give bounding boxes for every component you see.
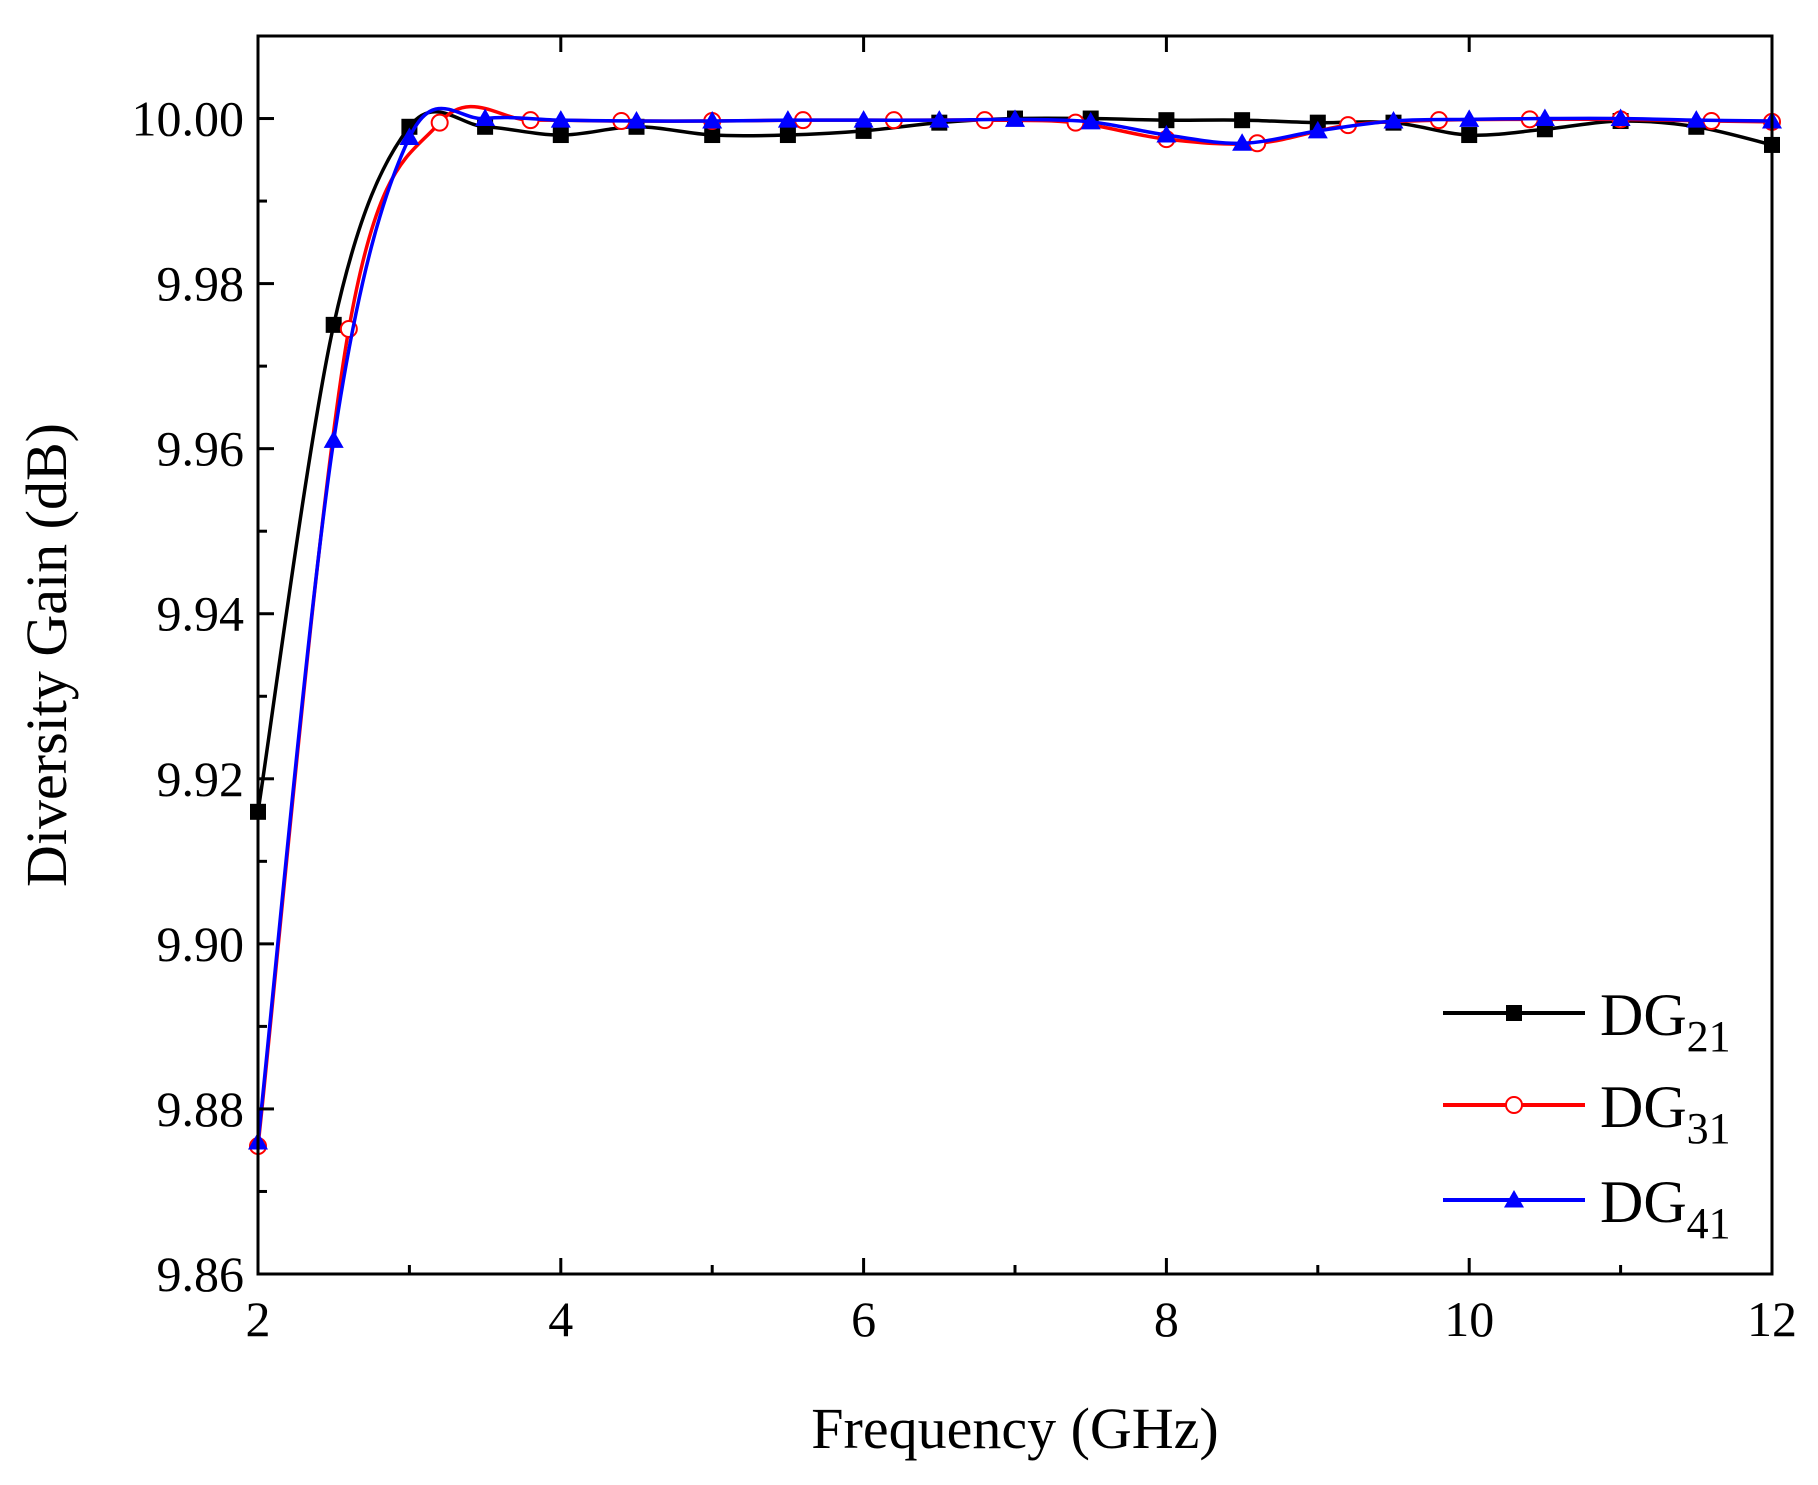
series-dg41-point [550, 110, 571, 128]
series-dg41-line [256, 106, 1773, 1143]
series-dg21-point [704, 127, 721, 144]
series-dg41-point [1383, 111, 1404, 129]
y-tick-label: 9.96 [157, 421, 245, 477]
series-dg41-point [777, 110, 798, 128]
legend-dg31: DG31 [1443, 1074, 1731, 1153]
y-tick-label: 9.90 [157, 916, 245, 972]
legend-dg41: DG41 [1443, 1169, 1731, 1248]
y-tick-label: 9.94 [157, 586, 245, 642]
legend-dg41-marker [1504, 1190, 1524, 1208]
series-dg41-point [399, 127, 420, 146]
series-dg21-point [552, 127, 569, 144]
legend-dg21: DG21 [1443, 982, 1731, 1061]
legend-dg31-label: DG31 [1600, 1074, 1731, 1153]
series-dg21-point [1461, 127, 1478, 144]
y-tick-label: 10.00 [132, 91, 245, 147]
y-tick-label: 9.88 [157, 1081, 245, 1137]
legend-dg21-marker [1506, 1005, 1522, 1021]
series-dg41-point [626, 111, 647, 129]
y-tick-label: 9.86 [157, 1246, 245, 1302]
series-dg41-point [1307, 120, 1328, 139]
legend-dg31-label-subscript: 31 [1687, 1104, 1731, 1153]
x-tick-label: 8 [1154, 1291, 1179, 1347]
x-axis: 2 4 6 8 10 12 [246, 36, 1797, 1347]
x-axis-label: Frequency (GHz) [811, 1396, 1218, 1461]
series-dg21-point [325, 316, 342, 333]
series-layer [248, 104, 1782, 1156]
series-dg21-point [1234, 112, 1251, 129]
series-dg41-point [853, 110, 874, 128]
y-axis: 9.86 9.88 9.90 9.92 9.94 9.96 9.98 10.00 [132, 91, 274, 1302]
series-dg41-point [929, 110, 950, 128]
legend-dg21-label-base: DG [1600, 982, 1687, 1048]
legend-dg41-label-subscript: 41 [1687, 1199, 1731, 1248]
y-tick-label: 9.92 [157, 751, 245, 807]
series-dg21-point [1158, 112, 1175, 129]
series-dg41-point [1156, 125, 1177, 143]
series-dg41-point [475, 108, 496, 127]
x-tick-label: 6 [851, 1291, 876, 1347]
y-tick-label: 9.98 [157, 256, 245, 312]
legend-dg21-label-subscript: 21 [1687, 1012, 1731, 1061]
series-dg41-point [1534, 108, 1555, 127]
series-dg41-point [1686, 110, 1707, 128]
series-dg31-point [430, 113, 449, 132]
legend-dg31-marker [1505, 1096, 1523, 1114]
series-dg41-point [1005, 109, 1025, 127]
x-tick-label: 12 [1747, 1291, 1797, 1347]
legend-dg41-label-base: DG [1600, 1169, 1687, 1235]
series-dg41-point [1232, 133, 1253, 151]
legend-dg41-label: DG41 [1600, 1169, 1731, 1248]
series-dg41-point [1080, 111, 1101, 130]
legend-dg31-label-base: DG [1600, 1074, 1687, 1140]
x-tick-label: 2 [246, 1291, 271, 1347]
series-dg21-point [779, 127, 796, 144]
x-tick-label: 4 [548, 1291, 573, 1347]
legend-dg21-label: DG21 [1600, 982, 1731, 1061]
x-tick-label: 10 [1444, 1291, 1494, 1347]
series-dg41 [248, 106, 1782, 1150]
series-dg41-point [1610, 108, 1631, 127]
series-dg41-point [702, 111, 723, 129]
series-dg41-point [1459, 109, 1480, 127]
y-axis-label: Diversity Gain (dB) [14, 423, 79, 887]
series-dg41-point [323, 430, 344, 448]
